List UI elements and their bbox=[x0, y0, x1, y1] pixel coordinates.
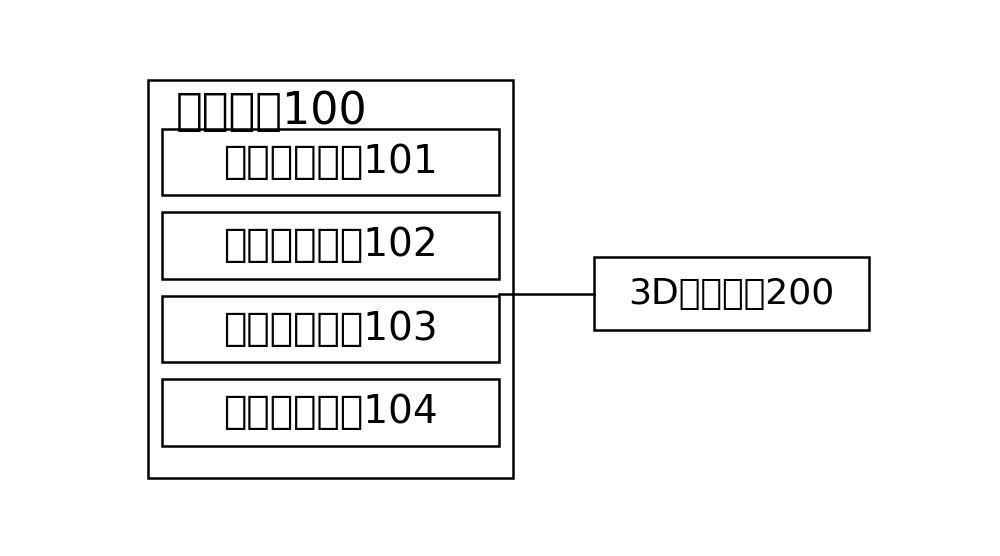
Bar bbox=[594, 257, 869, 330]
Text: 计划生成模块103: 计划生成模块103 bbox=[223, 310, 438, 348]
Text: 3D打印设备200: 3D打印设备200 bbox=[628, 277, 835, 311]
Text: 计划输出模块104: 计划输出模块104 bbox=[223, 394, 438, 431]
Text: 模型提取模块101: 模型提取模块101 bbox=[223, 143, 438, 181]
Bar bbox=[162, 129, 499, 195]
Bar bbox=[162, 379, 499, 445]
Bar bbox=[148, 80, 512, 478]
Text: 计算设备100: 计算设备100 bbox=[175, 90, 367, 133]
Bar bbox=[162, 296, 499, 362]
Text: 影像处理模块102: 影像处理模块102 bbox=[223, 226, 438, 265]
Bar bbox=[162, 212, 499, 279]
